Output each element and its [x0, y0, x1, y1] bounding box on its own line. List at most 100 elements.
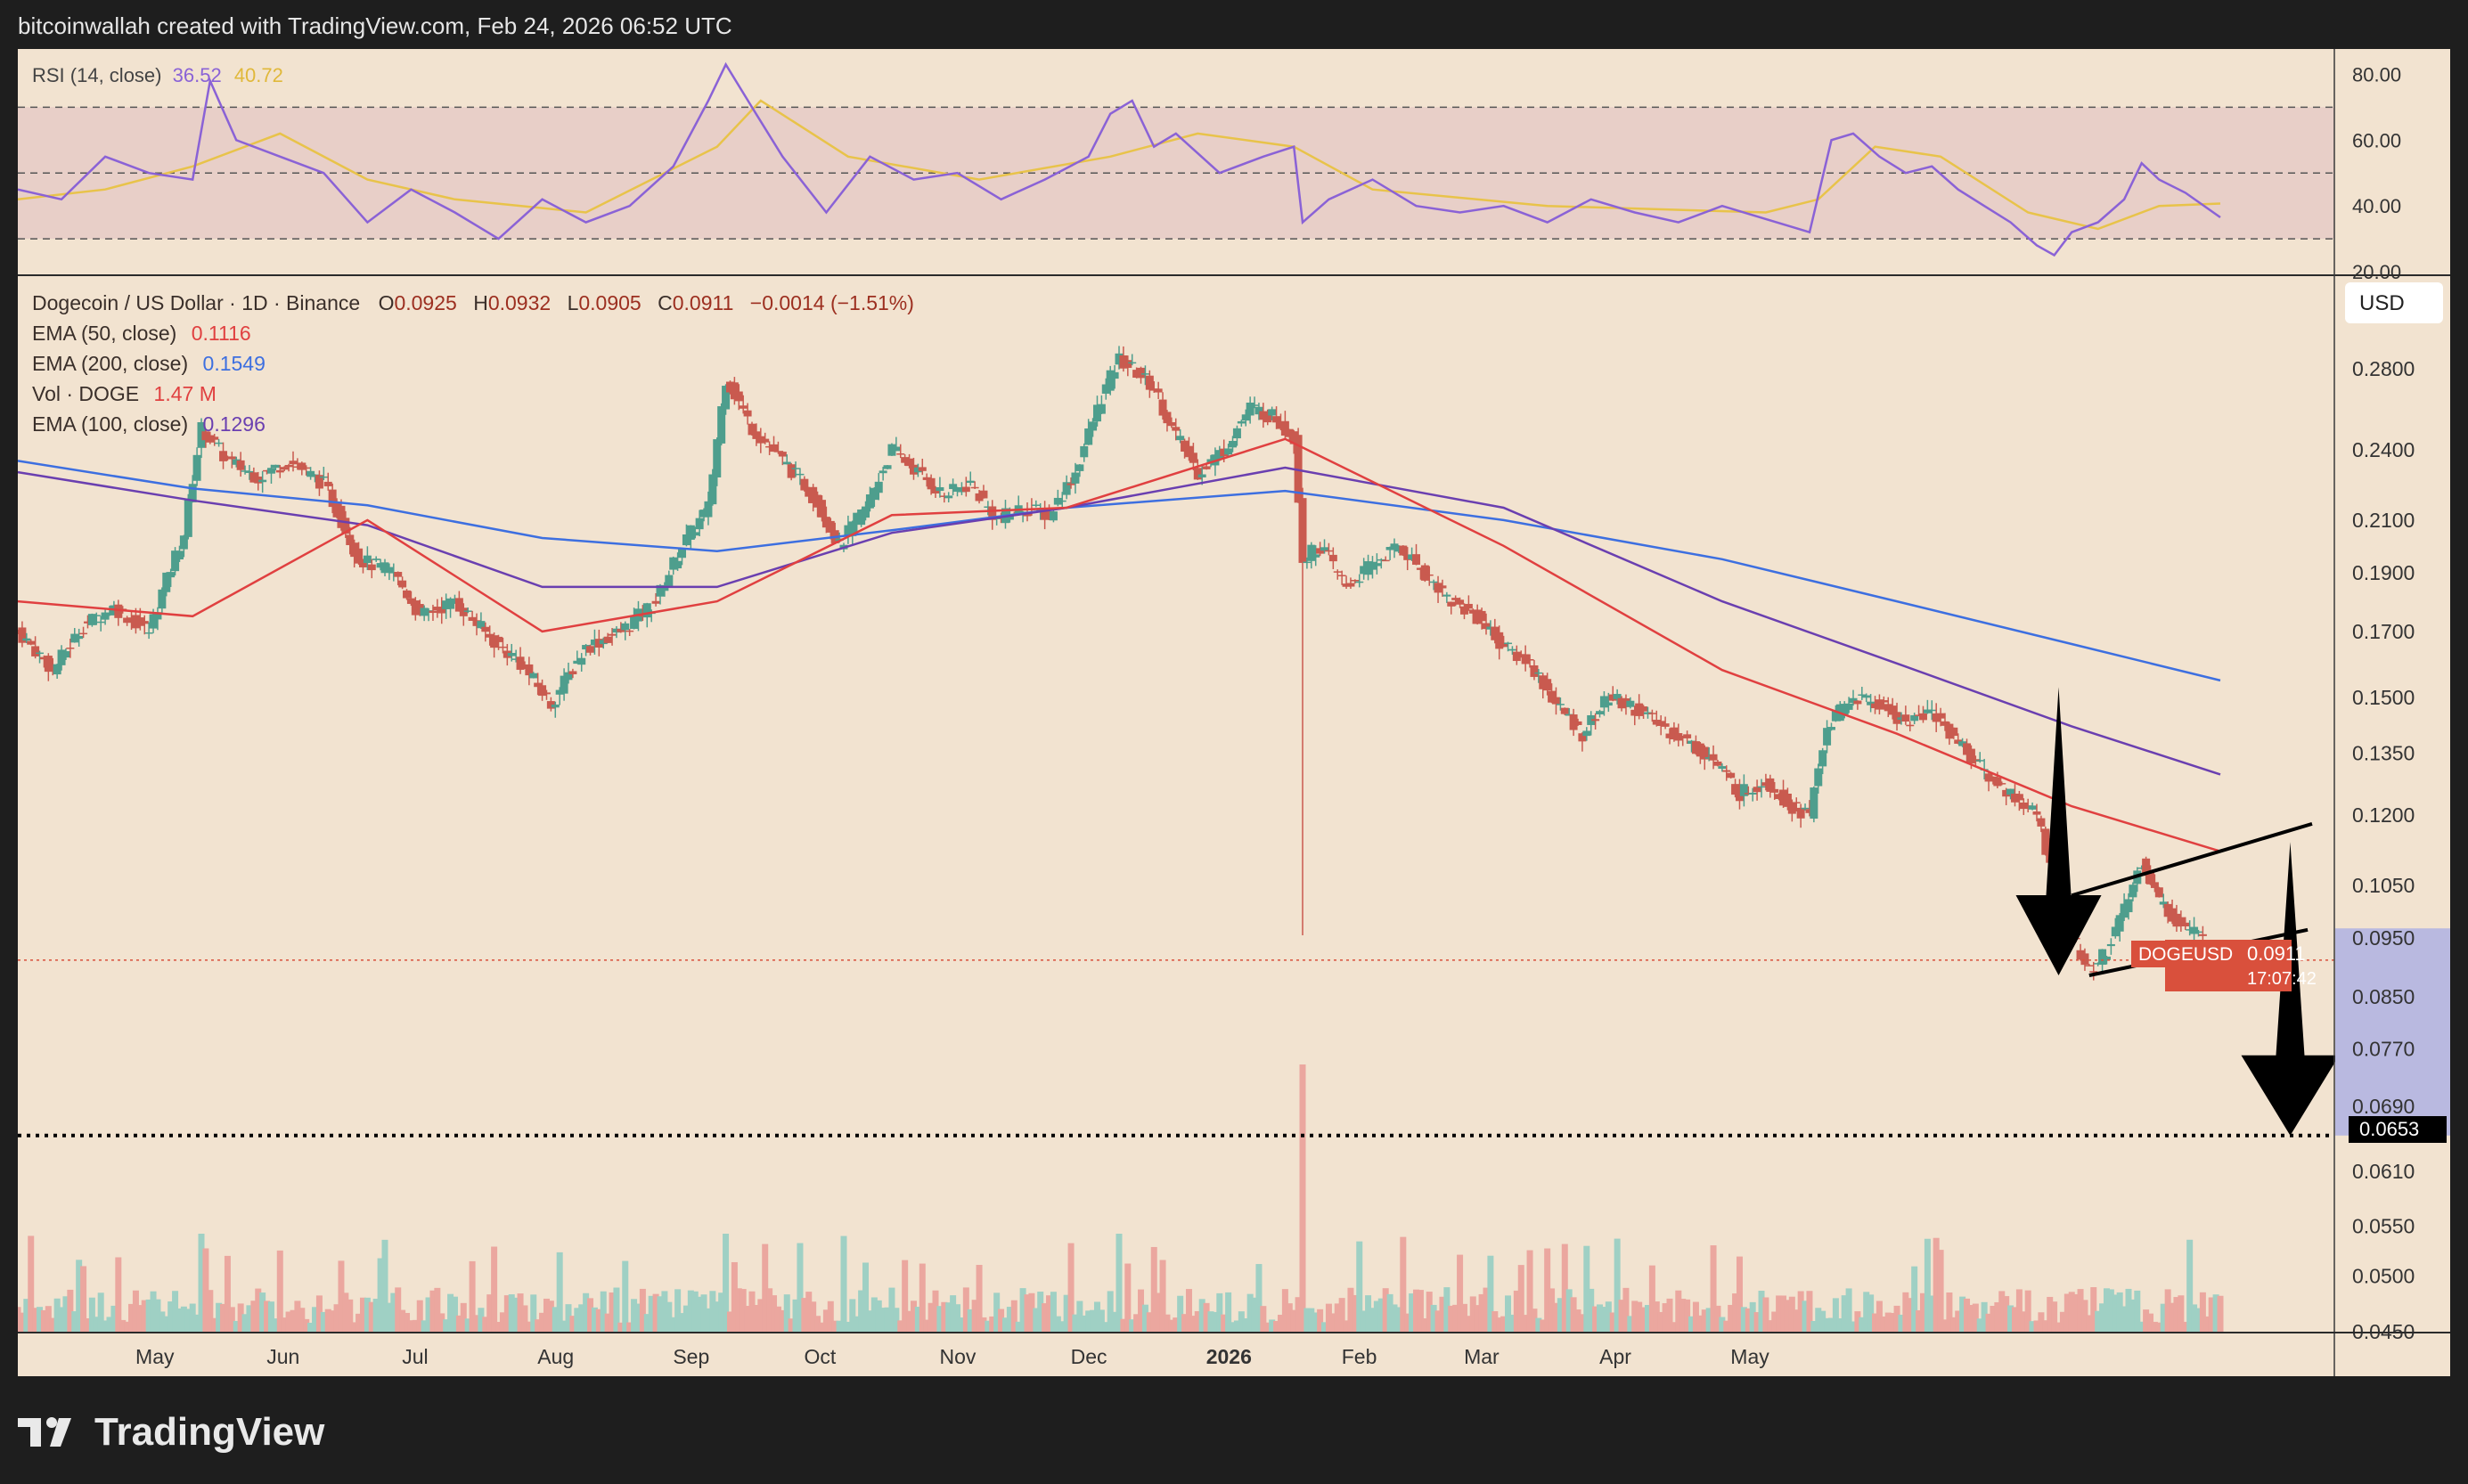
- volume-bar: [2169, 1302, 2176, 1332]
- volume-bar: [110, 1305, 118, 1332]
- candle-body: [1608, 694, 1617, 701]
- volume-bar: [1723, 1320, 1730, 1332]
- volume-bar: [184, 1309, 192, 1332]
- candle-body: [1932, 713, 1941, 722]
- volume-bar: [1033, 1308, 1040, 1332]
- candle-body: [1556, 704, 1565, 705]
- price-axis-tick: 0.1900: [2352, 561, 2415, 584]
- volume-bar: [993, 1292, 1001, 1332]
- rsi-axis-tick: 60.00: [2352, 129, 2401, 151]
- candle-body: [2085, 965, 2094, 966]
- candle-body: [2089, 971, 2098, 973]
- candle-body: [358, 559, 367, 567]
- volume-bar: [88, 1297, 95, 1332]
- volume-bar: [1225, 1292, 1232, 1332]
- candle-body: [1761, 782, 1770, 787]
- candle-body: [411, 600, 420, 616]
- drawing-annotations: [2015, 687, 2340, 1136]
- legend-change: −0.0014 (−1.51%): [750, 291, 914, 314]
- volume-bar: [1159, 1260, 1166, 1332]
- candle-body: [1360, 566, 1369, 575]
- volume-bar: [351, 1322, 358, 1332]
- volume-bar: [1640, 1307, 1647, 1332]
- volume-bar: [1369, 1308, 1376, 1332]
- volume-bar: [1146, 1312, 1153, 1332]
- candle-body: [1303, 561, 1312, 564]
- candle-body: [494, 636, 503, 642]
- volume-bar: [574, 1308, 581, 1332]
- candle-body: [756, 436, 765, 444]
- candle-body: [179, 535, 188, 550]
- volume-bar: [691, 1291, 699, 1332]
- volume-bar: [1719, 1317, 1726, 1332]
- volume-bar: [1102, 1322, 1109, 1332]
- volume-bar: [1054, 1316, 1061, 1332]
- volume-bar: [1308, 1308, 1315, 1332]
- volume-bar: [503, 1295, 511, 1332]
- candle-body: [1744, 793, 1753, 795]
- candle-body: [206, 435, 215, 443]
- candle-body: [796, 473, 805, 476]
- volume-bar: [1522, 1315, 1529, 1332]
- currency-button[interactable]: USD: [2345, 282, 2443, 323]
- candle-body: [1172, 427, 1181, 431]
- volume-bar: [1893, 1305, 1900, 1332]
- candle-body: [642, 603, 651, 618]
- candle-body: [2163, 903, 2172, 917]
- volume-bar: [40, 1309, 47, 1332]
- volume-bar: [106, 1317, 113, 1332]
- candle-body: [420, 607, 429, 616]
- candle-body: [319, 476, 328, 478]
- candle-body: [1958, 741, 1967, 746]
- currency-button-label[interactable]: USD: [2359, 291, 2405, 315]
- volume-bar: [1085, 1310, 1092, 1332]
- volume-bar: [2217, 1295, 2224, 1332]
- candle-body: [874, 481, 883, 493]
- candle-body: [704, 501, 713, 518]
- candle-body: [1643, 712, 1652, 714]
- price-axis-tick: 0.0950: [2352, 926, 2415, 950]
- volume-bar: [407, 1320, 414, 1332]
- volume-bar: [2203, 1316, 2211, 1332]
- candle-body: [1604, 702, 1613, 706]
- volume-bar: [28, 1235, 35, 1332]
- volume-bar: [303, 1318, 310, 1332]
- volume-bar: [1618, 1300, 1625, 1332]
- candle-body: [1814, 768, 1823, 787]
- candle-body: [734, 391, 743, 402]
- volume-bar: [32, 1308, 39, 1332]
- candle-body: [367, 564, 376, 571]
- candle-body: [1316, 548, 1325, 554]
- candle-body: [1652, 720, 1661, 725]
- volume-bar: [1006, 1307, 1013, 1332]
- candle-body: [241, 470, 249, 472]
- volume-bar: [2178, 1295, 2185, 1332]
- rsi-axis-tick: 80.00: [2352, 63, 2401, 86]
- volume-bar: [1356, 1241, 1363, 1332]
- candle-body: [821, 517, 830, 528]
- candle-body: [442, 600, 451, 609]
- volume-bar: [591, 1307, 598, 1332]
- volume-bar: [875, 1300, 882, 1332]
- volume-bar: [1037, 1292, 1044, 1332]
- candle-body: [341, 518, 350, 534]
- volume-bar: [1859, 1317, 1866, 1332]
- rsi-legend-ma-value: 40.72: [234, 64, 283, 86]
- volume-bar: [45, 1306, 52, 1332]
- volume-bar: [429, 1290, 437, 1332]
- candle-body: [805, 487, 813, 497]
- volume-bar: [216, 1302, 223, 1332]
- volume-bar: [1233, 1320, 1240, 1332]
- candle-body: [1923, 709, 1932, 713]
- candle-body: [573, 660, 582, 665]
- volume-bar: [198, 1234, 205, 1332]
- volume-bar: [434, 1287, 441, 1332]
- currency-button-box[interactable]: [2345, 282, 2443, 323]
- candle-body: [184, 498, 192, 537]
- volume-bar: [1627, 1316, 1634, 1332]
- candle-body: [1504, 642, 1513, 645]
- candle-body: [1735, 789, 1744, 802]
- candle-body: [1412, 554, 1421, 565]
- volume-bar: [1797, 1291, 1804, 1332]
- volume-bar: [347, 1299, 354, 1332]
